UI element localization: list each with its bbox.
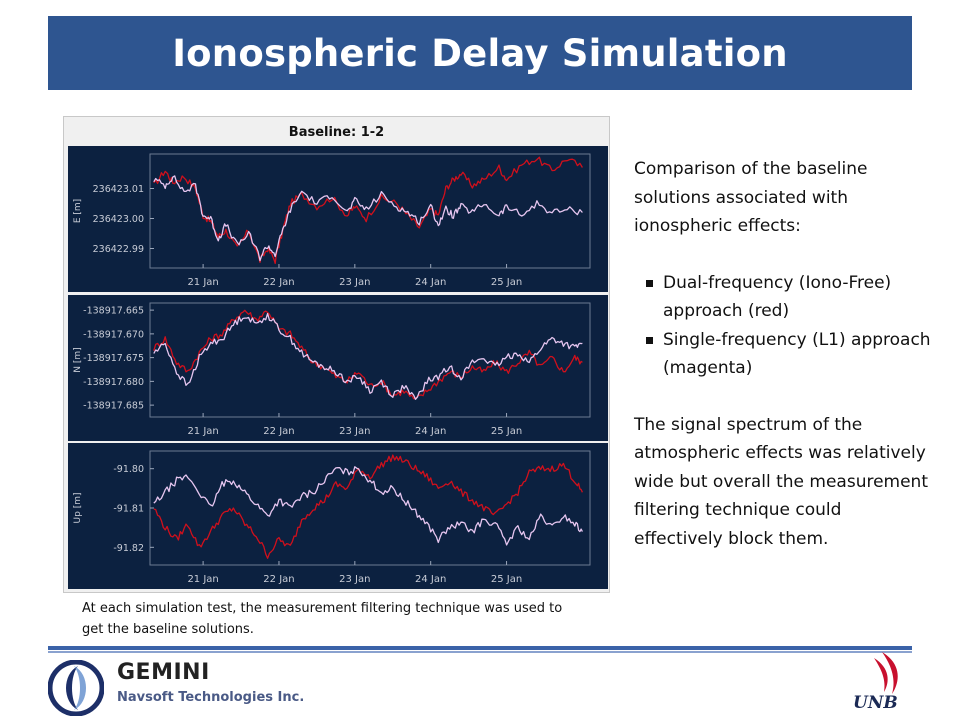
description-text: Comparison of the baseline solutions ass… — [634, 155, 934, 553]
up-dual-frequency-line — [153, 454, 583, 559]
bullet-item-dual-frequency: Dual-frequency (Iono-Free) approach (red… — [634, 269, 934, 326]
y-tick-label: -138917.670 — [83, 329, 144, 340]
x-tick-label: 25 Jan — [491, 277, 522, 288]
y-tick-label: 236423.00 — [93, 214, 144, 225]
x-tick-label: 22 Jan — [263, 426, 294, 437]
plot-area-frame — [149, 302, 591, 418]
north-dual-frequency-line — [153, 309, 583, 400]
x-tick-label: 23 Jan — [339, 277, 370, 288]
unb-wordmark: UNB — [853, 693, 898, 713]
figure-panel-title: Baseline: 1-2 — [288, 125, 385, 140]
up-single-frequency-line — [153, 466, 583, 546]
y-axis-label: N [m] — [73, 347, 83, 372]
footer-divider — [48, 646, 912, 653]
x-tick-label: 22 Jan — [263, 574, 294, 585]
y-axis-label: Up [m] — [73, 493, 83, 524]
y-tick-label: -91.82 — [113, 543, 144, 554]
y-tick-label: -138917.665 — [83, 306, 144, 317]
chart-background — [68, 146, 608, 292]
x-tick-label: 22 Jan — [263, 277, 294, 288]
y-tick-label: -91.81 — [113, 504, 144, 515]
x-tick-label: 24 Jan — [415, 277, 446, 288]
x-tick-label: 23 Jan — [339, 426, 370, 437]
company-name: GEMINI — [117, 660, 210, 685]
north-component-chart: -138917.665 -138917.670 -138917.675 -138917… — [68, 295, 608, 441]
intro-paragraph: Comparison of the baseline solutions ass… — [634, 159, 868, 236]
square-bullet-icon — [646, 336, 653, 344]
east-component-chart: 236423.01 236423.00 236422.99 21 Jan 22 Jan 2… — [68, 146, 608, 292]
y-tick-label: 236422.99 — [93, 244, 144, 255]
approach-list: Dual-frequency (Iono-Free) approach (red… — [634, 269, 934, 383]
y-tick-label: -138917.685 — [83, 401, 144, 412]
north-single-frequency-line — [153, 312, 583, 400]
x-tick-label: 25 Jan — [491, 426, 522, 437]
x-tick-label: 21 Jan — [187, 574, 218, 585]
y-tick-label: -138917.680 — [83, 377, 144, 388]
x-tick-label: 24 Jan — [415, 574, 446, 585]
chart-background — [68, 443, 608, 589]
plot-area-frame — [149, 153, 591, 269]
y-tick-label: -91.80 — [113, 464, 144, 475]
chart-background — [68, 295, 608, 441]
figure-caption: At each simulation test, the measurement… — [82, 601, 563, 637]
bullet-text: Dual-frequency (Iono-Free) approach (red… — [663, 272, 892, 322]
square-bullet-icon — [646, 279, 653, 287]
x-tick-label: 21 Jan — [187, 277, 218, 288]
x-tick-label: 23 Jan — [339, 574, 370, 585]
company-subtitle: Navsoft Technologies Inc. — [117, 690, 305, 705]
unb-logo-icon — [874, 652, 898, 694]
bullet-text: Single-frequency (L1) approach (magenta) — [663, 329, 931, 379]
x-tick-label: 21 Jan — [187, 426, 218, 437]
y-axis-label: E [m] — [73, 199, 83, 223]
page-title: Ionospheric Delay Simulation — [172, 31, 788, 75]
x-tick-label: 25 Jan — [491, 574, 522, 585]
conclusion-paragraph: The signal spectrum of the atmospheric e… — [634, 414, 928, 549]
y-tick-label: -138917.675 — [83, 353, 144, 364]
title-bar: Ionospheric Delay Simulation — [48, 16, 912, 90]
up-component-chart: -91.80 -91.81 -91.82 21 Jan 22 Jan 23 Jan 24 J… — [68, 443, 608, 589]
gemini-logo-icon — [48, 660, 104, 716]
y-tick-label: 236423.01 — [93, 184, 144, 195]
x-tick-label: 24 Jan — [415, 426, 446, 437]
bullet-item-single-frequency: Single-frequency (L1) approach (magenta) — [634, 326, 934, 383]
east-single-frequency-line — [153, 175, 583, 262]
